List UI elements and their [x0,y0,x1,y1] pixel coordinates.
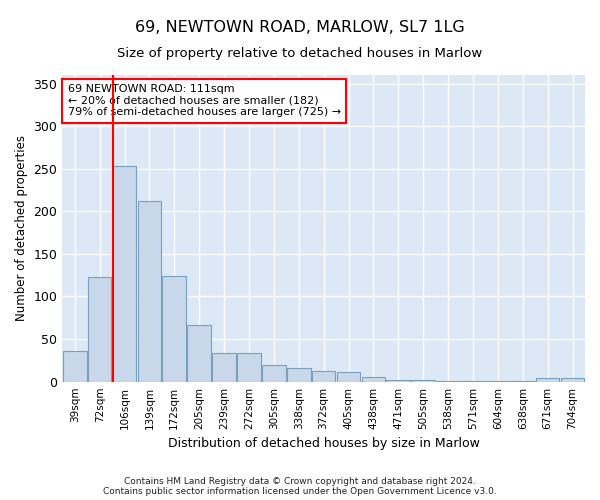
Bar [262,364,286,382]
Y-axis label: Number of detached properties: Number of detached properties [15,136,28,322]
Text: Size of property relative to detached houses in Marlow: Size of property relative to detached ho… [118,48,482,60]
Bar [312,370,335,382]
Bar [362,378,385,382]
Bar [163,276,186,382]
Bar [561,378,584,382]
Bar [386,380,410,382]
Bar [337,372,361,382]
Bar [113,166,136,382]
Bar [511,381,535,382]
Bar [212,352,236,382]
Bar [137,201,161,382]
Text: Contains public sector information licensed under the Open Government Licence v3: Contains public sector information licen… [103,487,497,496]
Bar [412,380,435,382]
Bar [237,352,261,382]
Text: Contains HM Land Registry data © Crown copyright and database right 2024.: Contains HM Land Registry data © Crown c… [124,477,476,486]
Bar [187,324,211,382]
Bar [287,368,311,382]
X-axis label: Distribution of detached houses by size in Marlow: Distribution of detached houses by size … [168,437,479,450]
Bar [63,351,86,382]
Bar [536,378,559,382]
Bar [88,277,112,382]
Text: 69, NEWTOWN ROAD, MARLOW, SL7 1LG: 69, NEWTOWN ROAD, MARLOW, SL7 1LG [135,20,465,35]
Text: 69 NEWTOWN ROAD: 111sqm
← 20% of detached houses are smaller (182)
79% of semi-d: 69 NEWTOWN ROAD: 111sqm ← 20% of detache… [68,84,341,117]
Bar [436,381,460,382]
Bar [461,381,485,382]
Bar [486,381,510,382]
